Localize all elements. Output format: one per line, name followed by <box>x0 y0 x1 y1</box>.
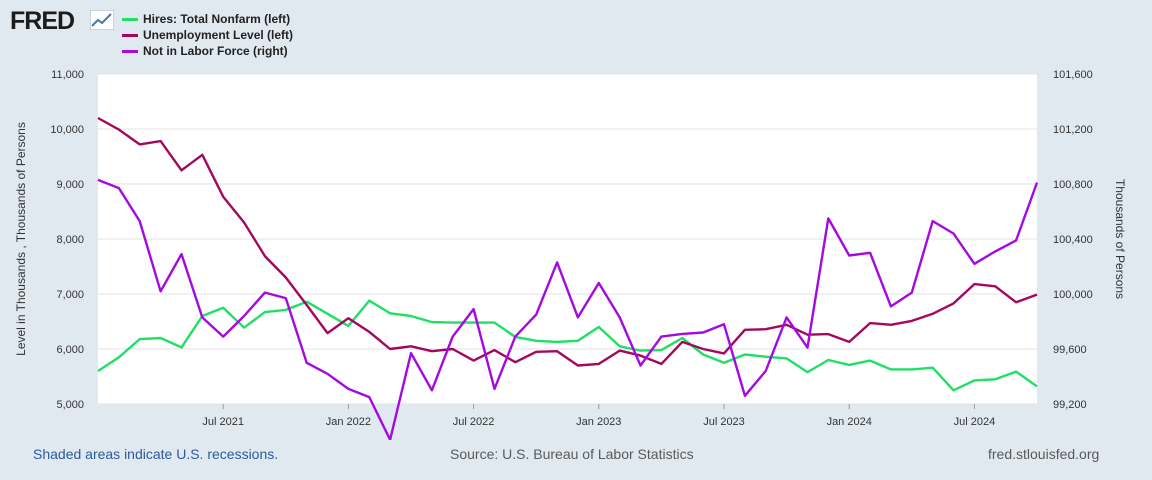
legend-item-nilf[interactable]: Not in Labor Force (right) <box>122 43 293 59</box>
left-axis-title: Level in Thousands , Thousands of Person… <box>14 122 28 356</box>
x-tick-label: Jul 2023 <box>703 416 745 428</box>
left-tick-label: 7,000 <box>56 289 84 301</box>
legend-label-unemployment: Unemployment Level (left) <box>143 28 294 42</box>
left-tick-label: 6,000 <box>56 344 84 356</box>
x-tick-label: Jul 2022 <box>453 416 495 428</box>
left-tick-label: 9,000 <box>56 179 84 191</box>
nilf-series-line <box>97 178 1039 440</box>
right-tick-label: 99,600 <box>1053 344 1087 356</box>
legend-item-hires[interactable]: Hires: Total Nonfarm (left) <box>122 11 293 27</box>
left-tick-label: 5,000 <box>56 399 84 411</box>
left-tick-label: 11,000 <box>51 69 84 81</box>
x-tick-label: Jul 2021 <box>202 416 244 428</box>
graph-logo-icon <box>90 10 114 30</box>
source-note: Source: U.S. Bureau of Labor Statistics <box>450 446 694 462</box>
right-tick-label: 100,800 <box>1053 179 1093 191</box>
x-tick-label: Jan 2022 <box>326 416 371 428</box>
right-axis-title: Thousands of Persons <box>1113 179 1127 299</box>
x-tick-label: Jan 2024 <box>827 416 872 428</box>
legend-swatch-hires <box>122 17 138 21</box>
right-tick-label: 101,200 <box>1053 124 1093 136</box>
recessions-link[interactable]: Shaded areas indicate U.S. recessions. <box>33 446 279 462</box>
x-tick-label: Jul 2024 <box>954 416 996 428</box>
legend-swatch-nilf <box>122 49 138 53</box>
unemployment-series-line <box>97 116 1038 367</box>
left-tick-label: 8,000 <box>56 234 84 246</box>
legend-swatch-unemployment <box>122 33 138 37</box>
line-chart[interactable]: 5,000 6,000 7,000 8,000 9,000 10,000 11,000 99,… <box>0 0 1152 440</box>
legend-item-unemployment[interactable]: Unemployment Level (left) <box>122 27 293 43</box>
right-tick-label: 100,400 <box>1053 234 1093 246</box>
fred-logo[interactable]: FRED <box>10 7 75 35</box>
chart-legend: Hires: Total Nonfarm (left) Unemployment… <box>122 11 293 59</box>
legend-label-nilf: Not in Labor Force (right) <box>143 44 288 58</box>
x-tick-label: Jan 2023 <box>576 416 621 428</box>
left-tick-label: 10,000 <box>50 124 84 136</box>
recessions-note: Shaded areas indicate U.S. recessions. <box>33 446 278 462</box>
right-tick-label: 99,200 <box>1053 399 1087 411</box>
legend-label-hires: Hires: Total Nonfarm (left) <box>143 12 291 26</box>
right-tick-label: 101,600 <box>1053 69 1093 81</box>
site-url[interactable]: fred.stlouisfed.org <box>988 446 1100 462</box>
hires-series-line <box>97 299 1038 392</box>
right-tick-label: 100,000 <box>1053 289 1093 301</box>
